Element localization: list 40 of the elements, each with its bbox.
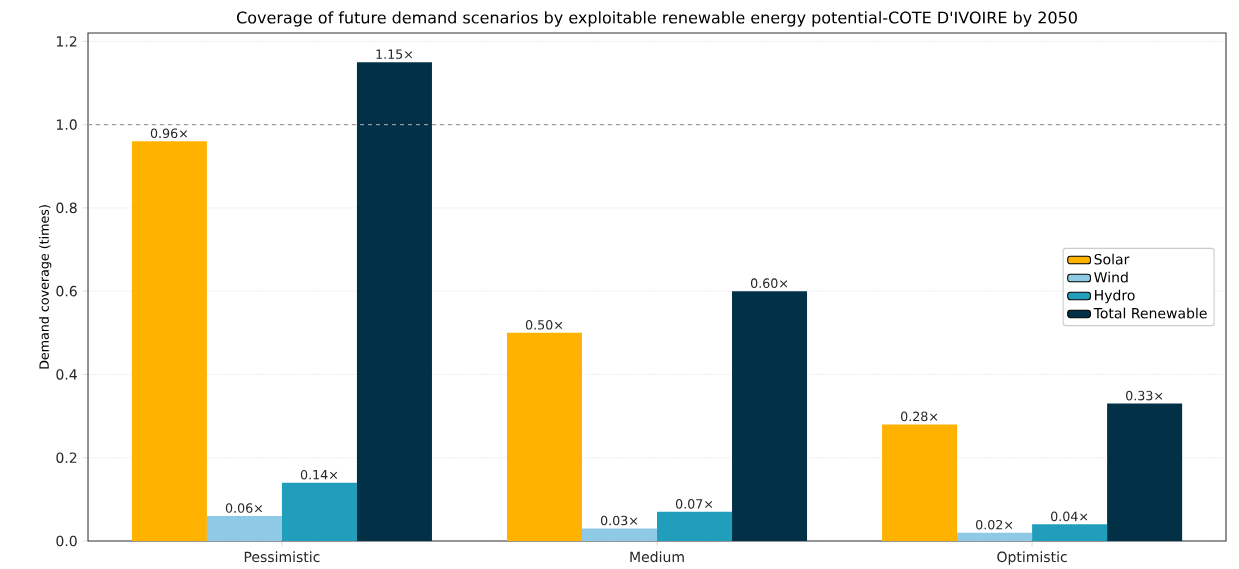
y-tick-label: 0.4 xyxy=(56,369,77,380)
y-tick-label: 0.8 xyxy=(56,202,77,214)
x-tick-label: Medium xyxy=(630,551,684,563)
legend-label: Total Renewable xyxy=(1093,307,1207,319)
bar xyxy=(581,528,658,541)
data-label: 0.14× xyxy=(300,469,338,480)
y-tick-label: 0.6 xyxy=(56,285,77,297)
y-tick-label: 0.0 xyxy=(56,535,77,547)
chart-title: Coverage of future demand scenarios by exploitable renewable energy potential-COTE D'IVOIRE by 2050 xyxy=(236,11,1077,27)
y-tick-label: 1.2 xyxy=(56,36,77,47)
legend-label: Hydro xyxy=(1095,289,1135,304)
bar xyxy=(506,332,582,541)
bar xyxy=(882,424,958,541)
data-label: 0.60× xyxy=(750,278,788,288)
y-tick-label: 1.0 xyxy=(56,119,77,130)
data-label: 0.04× xyxy=(1051,511,1088,522)
data-label: 0.06× xyxy=(225,503,263,513)
bar xyxy=(1032,524,1108,541)
bar xyxy=(131,141,207,541)
data-label: 0.07× xyxy=(675,499,713,509)
bar xyxy=(281,482,357,541)
data-label: 0.50× xyxy=(525,320,563,330)
y-axis-title: Demand coverage (times) xyxy=(39,205,52,369)
data-label: 0.33× xyxy=(1126,390,1163,401)
bar xyxy=(657,511,733,541)
y-tick-label: 0.2 xyxy=(56,452,77,463)
x-tick-label: Pessimistic xyxy=(244,551,320,563)
legend-label: Solar xyxy=(1094,253,1130,265)
bar xyxy=(356,62,432,541)
data-label: 0.96× xyxy=(150,128,188,139)
bar xyxy=(957,532,1033,541)
data-label: 1.15× xyxy=(376,49,413,59)
x-tick-label: Optimistic xyxy=(997,551,1067,565)
bar xyxy=(1107,403,1183,541)
bar xyxy=(206,516,282,541)
data-label: 0.28× xyxy=(901,411,938,422)
bar xyxy=(732,291,808,541)
legend-label: Wind xyxy=(1094,271,1128,283)
data-label: 0.03× xyxy=(600,515,638,526)
data-label: 0.02× xyxy=(976,519,1013,530)
